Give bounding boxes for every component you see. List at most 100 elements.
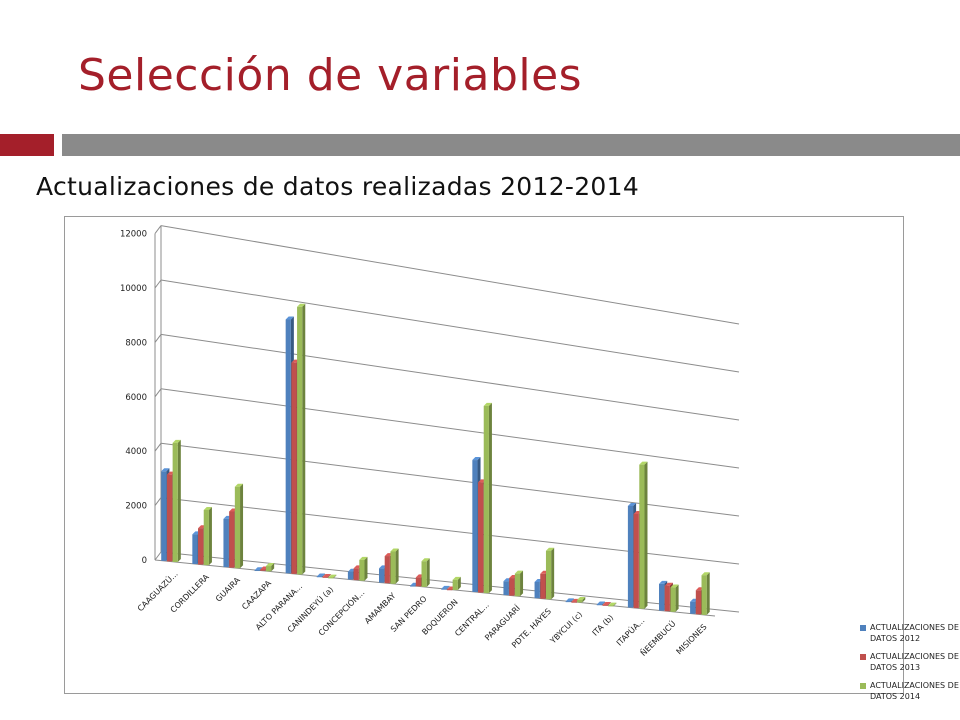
- bar-0-6: [347, 571, 354, 580]
- bar-side-2-16: [675, 584, 679, 612]
- bar-2-16: [670, 587, 676, 612]
- bar-1-14: [602, 605, 608, 606]
- bar-2-3: [265, 566, 272, 572]
- bar-top-2-9: [452, 576, 461, 580]
- bar-side-2-3: [271, 563, 275, 572]
- bar-side-0-5: [321, 573, 325, 578]
- bar-2-14: [608, 605, 614, 607]
- bar-top-2-10: [483, 402, 492, 406]
- legend-item: ACTUALIZACIONES DE DATOS 2013: [860, 651, 960, 673]
- bar-1-13: [571, 601, 577, 603]
- legend-item: ACTUALIZACIONES DE DATOS 2012: [860, 622, 960, 644]
- bar-1-16: [664, 585, 670, 612]
- title-divider-bar: [62, 134, 960, 156]
- bar-top-2-6: [359, 556, 368, 560]
- bar-2-11: [514, 573, 521, 597]
- chart-container: 0 2000 4000 6000 8000 10000 12000 CAAGUAZÚ... CO…: [64, 216, 959, 701]
- bar-side-2-5: [333, 574, 337, 579]
- bar-top-0-16: [659, 580, 668, 584]
- bar-side-2-10: [488, 402, 492, 594]
- bar-1-3: [260, 569, 266, 571]
- bar-side-1-5: [327, 574, 331, 578]
- bar-2-12: [545, 550, 552, 600]
- bar-0-7: [379, 568, 385, 583]
- bar-side-2-2: [240, 483, 244, 569]
- bar-1-10: [478, 482, 484, 593]
- slide-subtitle: Actualizaciones de datos realizadas 2012…: [36, 172, 640, 201]
- bar-1-0: [166, 474, 173, 562]
- bar-top-0-4: [285, 316, 294, 320]
- bar-0-1: [192, 534, 198, 564]
- bar-side-2-1: [208, 506, 212, 566]
- gridline-side-0: [154, 551, 162, 561]
- bar-chart: 020004000600080001000012000CAAGUAZÚ...CO…: [120, 225, 740, 658]
- bar-side-2-6: [364, 556, 368, 581]
- bar-2-13: [577, 599, 583, 603]
- gridline-2000: [160, 497, 740, 565]
- gridline-side-12000: [154, 225, 162, 234]
- bar-0-12: [534, 581, 540, 599]
- bar-side-2-9: [457, 576, 461, 591]
- x-tick-label: YBYCUI (c): [548, 610, 584, 646]
- bar-side-2-0: [177, 439, 181, 563]
- bar-2-10: [483, 405, 489, 594]
- bar-0-4: [285, 319, 291, 574]
- y-tick-label: 0: [142, 556, 147, 566]
- bar-0-10: [472, 460, 478, 592]
- gridline-4000: [160, 442, 740, 517]
- bar-top-0-13: [565, 598, 574, 602]
- bar-0-5: [316, 576, 322, 578]
- bar-0-9: [441, 588, 447, 590]
- bar-1-1: [198, 528, 204, 565]
- bar-top-2-8: [421, 558, 430, 562]
- bar-2-8: [421, 561, 427, 587]
- bar-top-2-1: [203, 506, 212, 510]
- bar-top-2-15: [639, 461, 648, 465]
- x-axis-line: [154, 559, 716, 617]
- bar-0-17: [690, 601, 696, 614]
- bar-side-2-15: [644, 461, 648, 609]
- bar-side-2-17: [706, 572, 710, 615]
- legend-label: ACTUALIZACIONES DE DATOS 2012: [870, 623, 959, 643]
- x-tick-label: ITAPÚA...: [613, 615, 646, 648]
- bar-top-0-10: [472, 457, 481, 461]
- y-tick-label: 12000: [120, 230, 147, 240]
- y-tick-label: 10000: [120, 284, 147, 294]
- bar-top-2-17: [701, 572, 710, 576]
- bar-2-2: [234, 486, 241, 569]
- bar-2-0: [172, 442, 178, 563]
- bar-0-11: [503, 581, 509, 596]
- chart-legend: ACTUALIZACIONES DE DATOS 2012 ACTUALIZACI…: [860, 622, 960, 709]
- gridline-12000: [160, 225, 740, 325]
- bar-top-0-3: [254, 567, 263, 571]
- bar-1-2: [229, 511, 235, 568]
- bar-side-0-9: [446, 585, 450, 590]
- bar-1-5: [322, 577, 328, 578]
- bar-1-12: [540, 573, 546, 599]
- bar-1-7: [384, 556, 390, 584]
- legend-item: ACTUALIZACIONES DE DATOS 2014: [860, 680, 960, 702]
- bar-top-2-7: [390, 548, 399, 552]
- bar-top-2-2: [234, 483, 244, 487]
- bar-top-1-14: [602, 602, 611, 606]
- bar-1-6: [353, 568, 359, 581]
- bar-2-5: [328, 577, 334, 579]
- gridline-10000: [160, 279, 740, 373]
- bar-1-9: [446, 589, 453, 591]
- bar-2-7: [390, 551, 396, 584]
- bar-2-6: [359, 559, 365, 581]
- bar-0-16: [659, 583, 665, 611]
- bar-2-9: [452, 579, 458, 591]
- gridline-side-4000: [154, 442, 162, 452]
- legend-label: ACTUALIZACIONES DE DATOS 2013: [870, 652, 959, 672]
- bar-top-0-14: [596, 601, 605, 605]
- bar-side-0-13: [570, 598, 574, 603]
- bar-0-13: [565, 601, 571, 603]
- bar-side-0-14: [601, 601, 605, 606]
- bar-1-15: [633, 513, 639, 609]
- bar-1-8: [415, 577, 422, 587]
- gridline-8000: [160, 333, 740, 421]
- bar-2-17: [701, 575, 707, 615]
- bar-side-2-8: [426, 558, 430, 587]
- bar-top-0-9: [441, 585, 450, 589]
